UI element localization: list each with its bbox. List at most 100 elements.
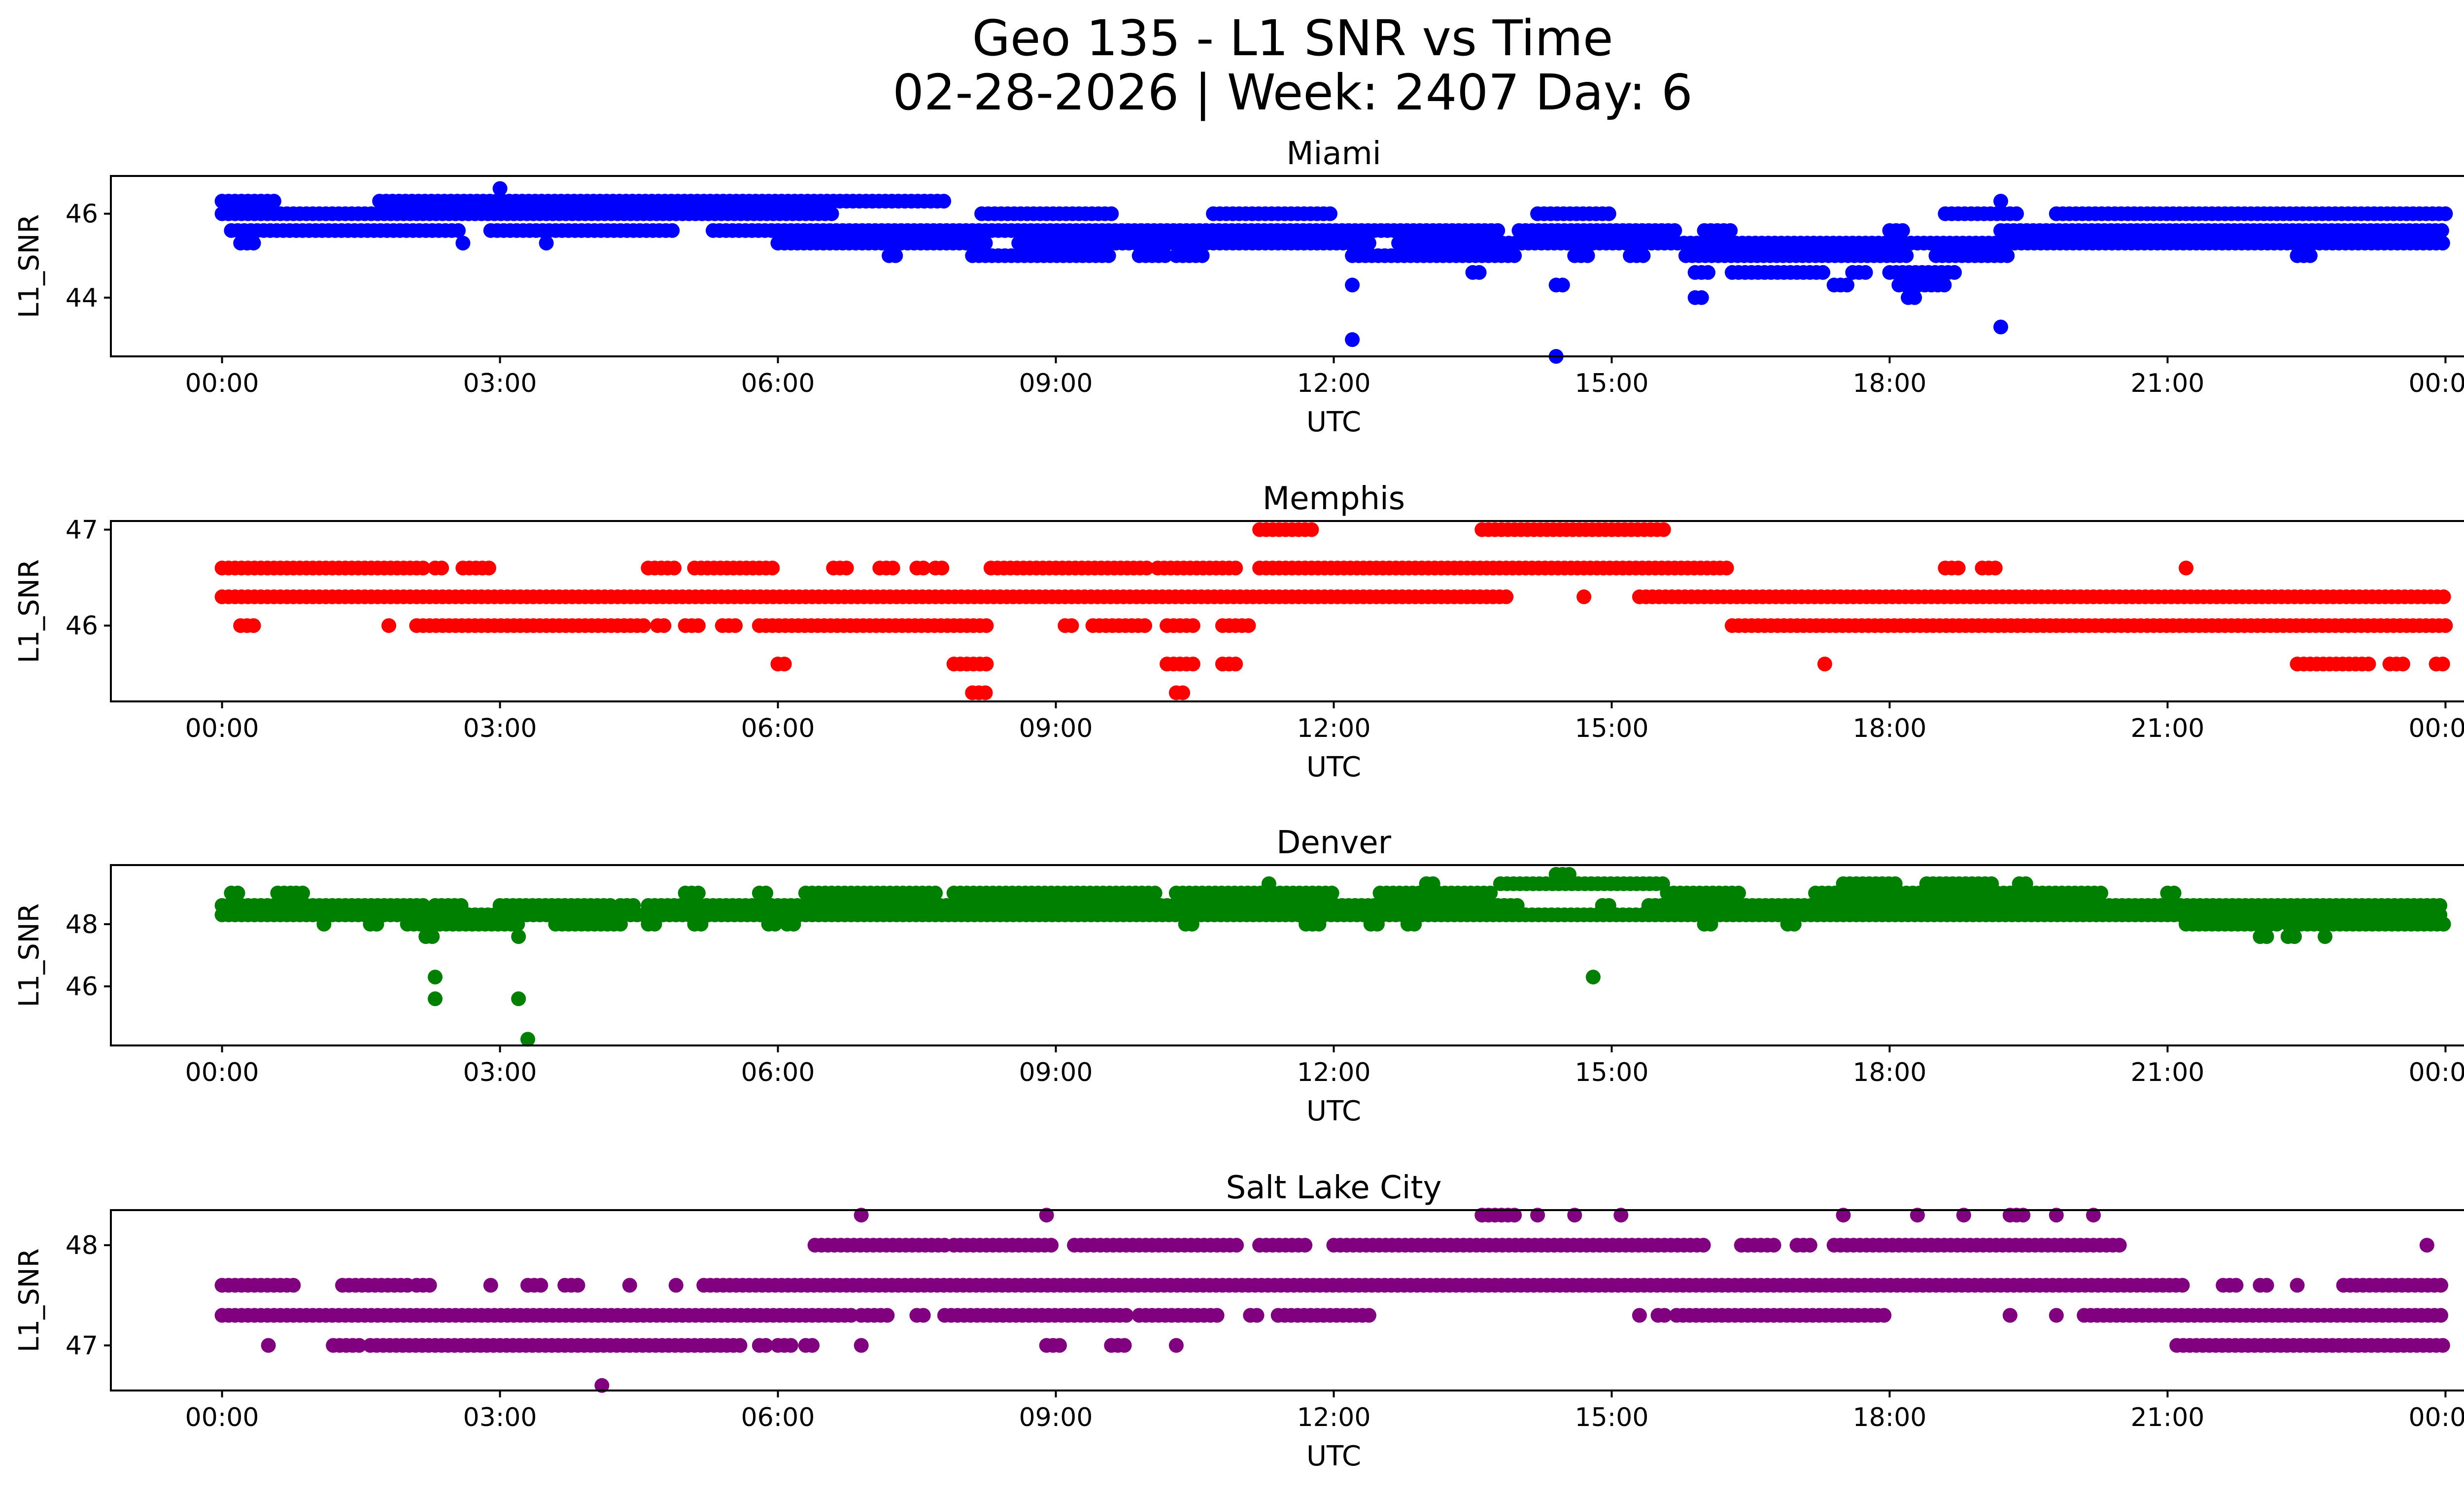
- data-point: [613, 916, 628, 932]
- x-axis-label: UTC: [1306, 406, 1361, 438]
- subplot-miami: Miami 00:00 03:00 06:00 09:00 12:00 15:00 18:00…: [13, 136, 2464, 438]
- x-tick-label: 21:00: [2131, 369, 2205, 398]
- data-point: [1555, 278, 1570, 293]
- data-point: [1956, 1208, 1971, 1223]
- data-point: [1361, 236, 1376, 251]
- outlier-point: [594, 1378, 610, 1393]
- outlier-point: [511, 991, 526, 1007]
- data-point: [381, 618, 396, 633]
- data-point: [1899, 248, 1914, 263]
- data-point: [316, 916, 332, 932]
- data-point: [246, 618, 261, 633]
- scatter-series-salt-lake-city: [214, 1208, 2450, 1393]
- x-tick-label: 09:00: [1019, 1403, 1093, 1432]
- data-point: [1472, 265, 1487, 280]
- x-tick-label: 12:00: [1297, 1403, 1371, 1432]
- figure-subtitle: 02-28-2026 | Week: 2407 Day: 6: [892, 64, 1692, 121]
- data-point: [1175, 685, 1191, 700]
- data-point: [1147, 885, 1163, 901]
- data-point: [1815, 265, 1831, 280]
- data-point: [481, 560, 496, 576]
- data-point: [2228, 1278, 2244, 1293]
- data-point: [880, 1308, 895, 1323]
- data-point: [2290, 1278, 2305, 1293]
- data-point: [667, 560, 682, 576]
- x-tick-label: 18:00: [1853, 714, 1927, 743]
- data-point: [2259, 929, 2274, 944]
- data-point: [1499, 589, 1514, 604]
- data-point: [844, 1308, 859, 1323]
- data-point: [1311, 916, 1327, 932]
- x-tick-label: 09:00: [1019, 1058, 1093, 1087]
- data-point: [1369, 916, 1385, 932]
- data-point: [1119, 1308, 1134, 1323]
- x-tick-label: 06:00: [741, 714, 815, 743]
- data-point: [1696, 1238, 1711, 1253]
- data-point: [451, 223, 466, 238]
- x-tick-label: 21:00: [2131, 1403, 2205, 1432]
- data-point: [1298, 1238, 1313, 1253]
- x-tick-label: 18:00: [1853, 369, 1927, 398]
- outlier-point: [1576, 589, 1592, 604]
- subplot-salt-lake-city: Salt Lake City 00:00 03:00 06:00 09:00 12:00 1…: [13, 1170, 2464, 1472]
- x-tick-label: 09:00: [1019, 369, 1093, 398]
- data-point: [2435, 1338, 2450, 1353]
- x-tick-label: 15:00: [1575, 1403, 1649, 1432]
- outlier-point: [1585, 970, 1601, 985]
- y-tick-label: 48: [66, 1231, 98, 1260]
- data-point: [1895, 223, 1910, 238]
- subplot-container: Miami 00:00 03:00 06:00 09:00 12:00 15:00 18:00…: [13, 136, 2464, 1472]
- data-point: [1858, 265, 1873, 280]
- scatter-series-denver: [214, 867, 2451, 1047]
- y-axis-label: L1_SNR: [13, 1248, 45, 1352]
- data-point: [1064, 618, 1079, 633]
- data-point: [2435, 236, 2450, 251]
- subplot-denver: Denver 00:00 03:00 06:00 09:00 12:00 15:00 18:0…: [13, 825, 2464, 1127]
- figure-title: Geo 135 - L1 SNR vs Time: [972, 9, 1613, 67]
- data-point: [854, 1208, 869, 1223]
- data-point: [1817, 657, 1832, 672]
- data-point: [783, 1338, 798, 1353]
- data-point: [2438, 206, 2453, 221]
- data-point: [1507, 248, 1522, 263]
- y-tick-label: 47: [66, 1331, 98, 1361]
- data-point: [2166, 885, 2182, 901]
- data-point: [1731, 885, 1746, 901]
- data-point: [2269, 916, 2285, 932]
- data-point: [1580, 248, 1595, 263]
- data-point: [1836, 1208, 1851, 1223]
- data-point: [1530, 1208, 1545, 1223]
- x-tick-label: 03:00: [463, 1403, 537, 1432]
- outlier-point: [539, 236, 554, 251]
- data-point: [2433, 1278, 2448, 1293]
- plot-frame: [110, 1209, 2464, 1391]
- data-point: [1656, 522, 1671, 537]
- data-point: [369, 916, 384, 932]
- data-point: [1323, 206, 1337, 221]
- data-point: [1185, 657, 1200, 672]
- data-point: [2438, 618, 2453, 633]
- data-point: [246, 236, 261, 251]
- data-point: [2009, 206, 2024, 221]
- data-point: [758, 1338, 774, 1353]
- data-point: [934, 560, 950, 576]
- x-tick-label: 12:00: [1297, 1058, 1371, 1087]
- x-tick-label: 00:00: [2408, 714, 2464, 743]
- data-point: [1139, 560, 1154, 576]
- y-tick-label: 46: [66, 200, 98, 229]
- x-tick-label: 03:00: [463, 1058, 537, 1087]
- outlier-point: [1993, 194, 2008, 209]
- data-point: [425, 929, 440, 944]
- data-point: [2302, 248, 2318, 263]
- subplot-memphis: Memphis 00:00 03:00 06:00 09:00 12:00 15:00 18:…: [13, 481, 2464, 783]
- data-point: [1104, 206, 1119, 221]
- data-point: [885, 560, 900, 576]
- data-point: [510, 916, 525, 932]
- data-point: [2016, 1208, 2031, 1223]
- data-point: [1766, 1238, 1781, 1253]
- y-axis-label: L1_SNR: [13, 214, 45, 318]
- data-point: [690, 618, 706, 633]
- x-axis-label: UTC: [1306, 1440, 1361, 1472]
- data-point: [2175, 1278, 2190, 1293]
- x-tick-label: 00:00: [185, 1403, 259, 1432]
